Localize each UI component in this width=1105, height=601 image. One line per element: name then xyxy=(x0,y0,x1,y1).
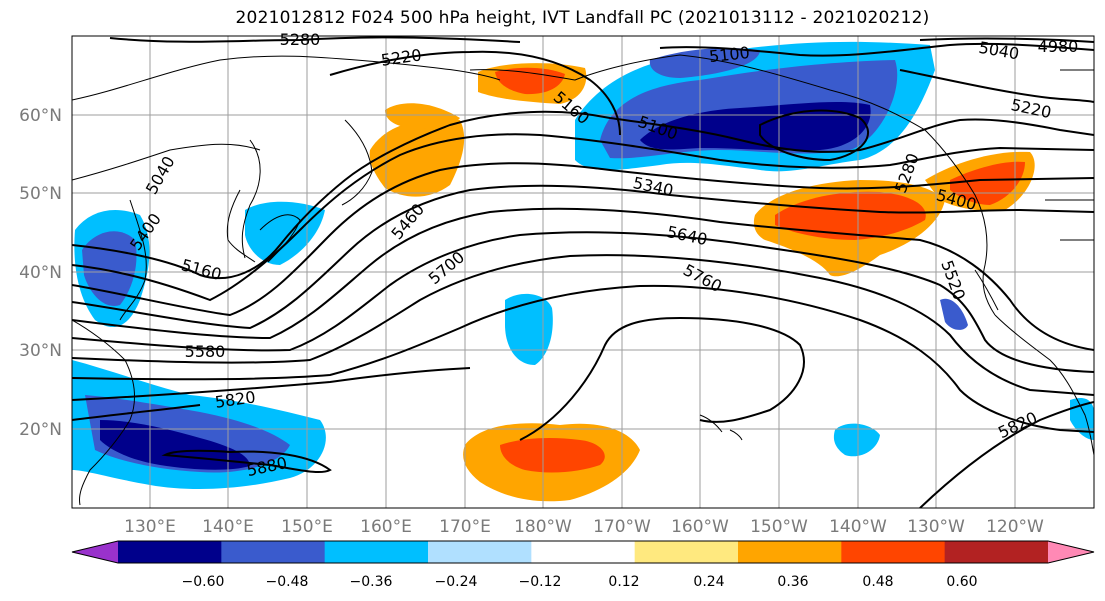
colorbar-segments xyxy=(118,541,1049,563)
positive-pc-region-bering xyxy=(478,63,587,104)
negative-pc-region-baja xyxy=(940,298,968,330)
colorbar-segment xyxy=(324,541,429,563)
colorbar-segment xyxy=(944,541,1049,563)
colorbar-segment xyxy=(118,541,222,563)
lat-label: 30°N xyxy=(19,341,62,361)
lat-label: 50°N xyxy=(19,184,62,204)
colorbar-tick-label: 0.48 xyxy=(862,574,893,590)
colorbar-tick-label: −0.60 xyxy=(182,574,225,590)
lon-label: 130°W xyxy=(907,517,965,537)
colorbar-outline xyxy=(71,540,1095,564)
longitude-labels: 130°E 140°E 150°E 160°E 170°E 180°W 170°… xyxy=(124,517,1044,537)
lon-label: 140°E xyxy=(202,517,254,537)
colorbar-extend-right xyxy=(1048,541,1094,563)
latitude-labels: 60°N 50°N 40°N 30°N 20°N xyxy=(19,106,62,440)
colorbar-tick-label: −0.48 xyxy=(266,574,309,590)
negative-pc-region-west xyxy=(74,210,150,328)
colorbar: −0.60 −0.48 −0.36 −0.24 −0.12 0.12 0.24 … xyxy=(71,540,1095,590)
lon-label: 170°W xyxy=(593,517,651,537)
positive-pc-region-kamchatka xyxy=(369,103,465,197)
lon-label: 130°E xyxy=(124,517,176,537)
lon-label: 160°W xyxy=(671,517,729,537)
lon-label: 180°W xyxy=(514,517,572,537)
colorbar-tick-labels: −0.60 −0.48 −0.36 −0.24 −0.12 0.12 0.24 … xyxy=(182,574,978,590)
negative-pc-region-hawaii xyxy=(833,423,880,457)
ivt-shading xyxy=(72,41,1094,502)
colorbar-segment xyxy=(221,541,326,563)
coastlines xyxy=(72,54,1094,506)
positive-pc-region-subtropics xyxy=(463,423,640,502)
map-title: 2021012812 F024 500 hPa height, IVT Land… xyxy=(235,8,930,28)
colorbar-tick-label: 0.24 xyxy=(693,574,724,590)
lat-label: 60°N xyxy=(19,106,62,126)
colorbar-tick-label: 0.36 xyxy=(777,574,808,590)
height-contours xyxy=(72,36,1094,508)
lon-label: 150°E xyxy=(281,517,333,537)
contour-label: 4980 xyxy=(1038,37,1079,56)
colorbar-extend-left xyxy=(72,541,118,563)
colorbar-tick-label: 0.60 xyxy=(946,574,977,590)
negative-pc-region-south xyxy=(72,360,326,490)
lon-label: 120°W xyxy=(986,517,1044,537)
contour-label: 5100 xyxy=(708,43,750,66)
lon-label: 160°E xyxy=(360,517,412,537)
lat-label: 40°N xyxy=(19,263,62,283)
lon-label: 170°E xyxy=(439,517,491,537)
negative-pc-region-central xyxy=(505,293,553,365)
lon-label: 150°W xyxy=(750,517,808,537)
colorbar-segment xyxy=(531,541,636,563)
colorbar-segment xyxy=(738,541,842,563)
lat-label: 20°N xyxy=(19,420,62,440)
colorbar-tick-label: −0.36 xyxy=(350,574,393,590)
colorbar-tick-label: −0.24 xyxy=(435,574,478,590)
colorbar-segment xyxy=(841,541,946,563)
colorbar-segment xyxy=(428,541,532,563)
lon-label: 140°W xyxy=(829,517,887,537)
colorbar-tick-label: 0.12 xyxy=(608,574,639,590)
map-frame xyxy=(71,35,1095,509)
colorbar-tick-label: −0.12 xyxy=(519,574,562,590)
colorbar-segment xyxy=(634,541,739,563)
negative-pc-region-mexico xyxy=(1070,398,1094,440)
contour-label: 5280 xyxy=(280,30,321,49)
contour-label: 5580 xyxy=(185,342,226,361)
